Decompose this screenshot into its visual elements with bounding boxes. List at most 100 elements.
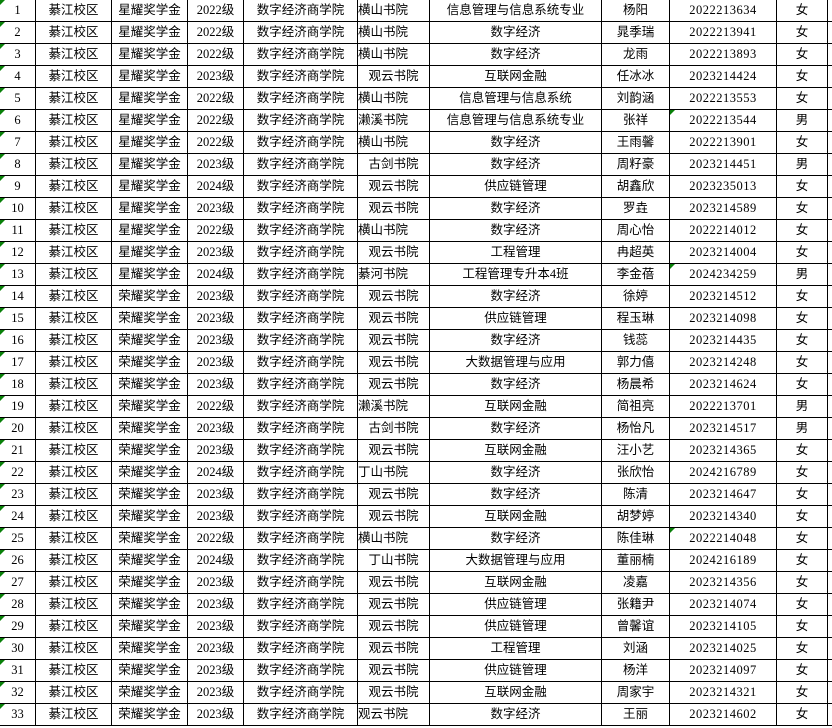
cell-grade[interactable]: 2023级 <box>188 198 244 219</box>
cell-major[interactable]: 数字经济 <box>430 330 602 351</box>
cell-college[interactable]: 数字经济商学院 <box>244 506 358 527</box>
cell-campus[interactable]: 綦江校区 <box>36 374 112 395</box>
cell-id[interactable]: 2022213544 <box>670 110 777 131</box>
cell-index[interactable]: 25 <box>0 528 36 549</box>
cell-index[interactable]: 24 <box>0 506 36 527</box>
cell-scholarship[interactable]: 星耀奖学金 <box>112 44 188 65</box>
cell-campus[interactable]: 綦江校区 <box>36 220 112 241</box>
cell-name[interactable]: 杨怡凡 <box>602 418 670 439</box>
cell-id[interactable]: 2023214105 <box>670 616 777 637</box>
cell-gender[interactable]: 女 <box>777 198 828 219</box>
cell-scholarship[interactable]: 荣耀奖学金 <box>112 484 188 505</box>
cell-name[interactable]: 周家宇 <box>602 682 670 703</box>
cell-major[interactable]: 数字经济 <box>430 462 602 483</box>
cell-id[interactable]: 2022214048 <box>670 528 777 549</box>
cell-name[interactable]: 凌嘉 <box>602 572 670 593</box>
cell-grade[interactable]: 2023级 <box>188 352 244 373</box>
cell-academy[interactable]: 观云书院 <box>358 506 430 527</box>
cell-index[interactable]: 14 <box>0 286 36 307</box>
cell-gender[interactable]: 女 <box>777 528 828 549</box>
cell-grade[interactable]: 2022级 <box>188 44 244 65</box>
cell-name[interactable]: 曾馨谊 <box>602 616 670 637</box>
cell-campus[interactable]: 綦江校区 <box>36 154 112 175</box>
cell-scholarship[interactable]: 星耀奖学金 <box>112 0 188 21</box>
cell-index[interactable]: 15 <box>0 308 36 329</box>
cell-index[interactable]: 27 <box>0 572 36 593</box>
cell-academy[interactable]: 观云书院 <box>358 66 430 87</box>
cell-college[interactable]: 数字经济商学院 <box>244 176 358 197</box>
cell-name[interactable]: 罗垚 <box>602 198 670 219</box>
cell-grade[interactable]: 2023级 <box>188 418 244 439</box>
cell-academy[interactable]: 横山书院 <box>358 0 430 21</box>
cell-grade[interactable]: 2024级 <box>188 462 244 483</box>
cell-gender[interactable]: 女 <box>777 242 828 263</box>
cell-id[interactable]: 2023214435 <box>670 330 777 351</box>
cell-campus[interactable]: 綦江校区 <box>36 396 112 417</box>
cell-campus[interactable]: 綦江校区 <box>36 528 112 549</box>
cell-grade[interactable]: 2023级 <box>188 616 244 637</box>
cell-college[interactable]: 数字经济商学院 <box>244 220 358 241</box>
cell-gender[interactable]: 女 <box>777 286 828 307</box>
cell-name[interactable]: 李金蓓 <box>602 264 670 285</box>
cell-campus[interactable]: 綦江校区 <box>36 506 112 527</box>
cell-id[interactable]: 2022213553 <box>670 88 777 109</box>
cell-campus[interactable]: 綦江校区 <box>36 264 112 285</box>
cell-index[interactable]: 23 <box>0 484 36 505</box>
cell-major[interactable]: 供应链管理 <box>430 594 602 615</box>
cell-grade[interactable]: 2023级 <box>188 440 244 461</box>
cell-academy[interactable]: 濑溪书院 <box>358 110 430 131</box>
cell-academy[interactable]: 古剑书院 <box>358 418 430 439</box>
cell-major[interactable]: 数字经济 <box>430 22 602 43</box>
cell-grade[interactable]: 2023级 <box>188 286 244 307</box>
cell-college[interactable]: 数字经济商学院 <box>244 682 358 703</box>
cell-academy[interactable]: 观云书院 <box>358 484 430 505</box>
cell-name[interactable]: 张籍尹 <box>602 594 670 615</box>
cell-campus[interactable]: 綦江校区 <box>36 352 112 373</box>
cell-index[interactable]: 31 <box>0 660 36 681</box>
cell-major[interactable]: 大数据管理与应用 <box>430 352 602 373</box>
cell-gender[interactable]: 女 <box>777 550 828 571</box>
cell-academy[interactable]: 横山书院 <box>358 22 430 43</box>
cell-campus[interactable]: 綦江校区 <box>36 132 112 153</box>
cell-gender[interactable]: 男 <box>777 110 828 131</box>
cell-college[interactable]: 数字经济商学院 <box>244 264 358 285</box>
cell-campus[interactable]: 綦江校区 <box>36 110 112 131</box>
cell-college[interactable]: 数字经济商学院 <box>244 550 358 571</box>
cell-id[interactable]: 2023214248 <box>670 352 777 373</box>
cell-major[interactable]: 数字经济 <box>430 198 602 219</box>
cell-college[interactable]: 数字经济商学院 <box>244 484 358 505</box>
cell-index[interactable]: 10 <box>0 198 36 219</box>
cell-scholarship[interactable]: 星耀奖学金 <box>112 66 188 87</box>
cell-scholarship[interactable]: 荣耀奖学金 <box>112 506 188 527</box>
cell-scholarship[interactable]: 荣耀奖学金 <box>112 374 188 395</box>
cell-name[interactable]: 张欣怡 <box>602 462 670 483</box>
cell-name[interactable]: 陈佳琳 <box>602 528 670 549</box>
cell-grade[interactable]: 2024级 <box>188 264 244 285</box>
cell-grade[interactable]: 2022级 <box>188 132 244 153</box>
cell-index[interactable]: 8 <box>0 154 36 175</box>
cell-scholarship[interactable]: 星耀奖学金 <box>112 220 188 241</box>
cell-academy[interactable]: 丁山书院 <box>358 550 430 571</box>
cell-name[interactable]: 简祖亮 <box>602 396 670 417</box>
cell-gender[interactable]: 女 <box>777 506 828 527</box>
cell-major[interactable]: 数字经济 <box>430 132 602 153</box>
cell-index[interactable]: 4 <box>0 66 36 87</box>
cell-academy[interactable]: 观云书院 <box>358 440 430 461</box>
cell-academy[interactable]: 观云书院 <box>358 308 430 329</box>
cell-grade[interactable]: 2024级 <box>188 176 244 197</box>
cell-campus[interactable]: 綦江校区 <box>36 572 112 593</box>
cell-campus[interactable]: 綦江校区 <box>36 418 112 439</box>
cell-id[interactable]: 2023214004 <box>670 242 777 263</box>
cell-grade[interactable]: 2023级 <box>188 506 244 527</box>
cell-scholarship[interactable]: 星耀奖学金 <box>112 176 188 197</box>
cell-gender[interactable]: 女 <box>777 638 828 659</box>
cell-college[interactable]: 数字经济商学院 <box>244 396 358 417</box>
cell-index[interactable]: 12 <box>0 242 36 263</box>
cell-index[interactable]: 20 <box>0 418 36 439</box>
cell-major[interactable]: 互联网金融 <box>430 572 602 593</box>
cell-gender[interactable]: 女 <box>777 440 828 461</box>
cell-major[interactable]: 互联网金融 <box>430 682 602 703</box>
cell-academy[interactable]: 观云书院 <box>358 374 430 395</box>
cell-grade[interactable]: 2023级 <box>188 374 244 395</box>
cell-grade[interactable]: 2023级 <box>188 242 244 263</box>
